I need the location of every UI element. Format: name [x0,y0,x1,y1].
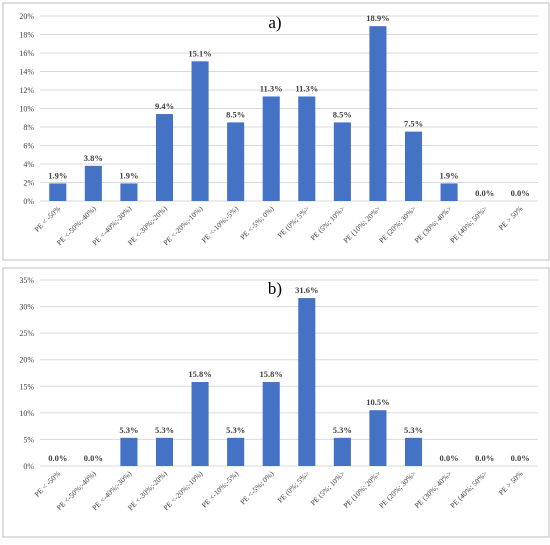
data-label: 0.0% [84,453,103,463]
bar [49,183,67,201]
data-label: 5.3% [333,425,352,435]
bar [227,437,245,466]
data-label: 10.5% [366,397,389,407]
y-tick-label: 10% [19,105,34,114]
bar [191,61,209,202]
y-tick-label: 0% [23,462,34,471]
y-tick-label: 18% [19,31,34,40]
data-label: 0.0% [440,453,459,463]
data-label: 0.0% [475,188,494,198]
y-tick-label: 0% [23,197,34,206]
panel-b: 0%5%10%15%20%25%30%35%0.0%PE < -50%0.0%P… [2,267,550,538]
data-label: 3.8% [84,153,103,163]
data-label: 15.1% [188,48,211,58]
data-label: 5.3% [155,425,174,435]
panel-label: b) [268,279,282,298]
y-tick-label: 20% [19,356,34,365]
data-label: 5.3% [404,425,423,435]
y-tick-label: 30% [19,303,34,312]
bar [369,26,387,201]
bar [84,165,102,201]
y-tick-label: 15% [19,382,34,391]
panel-label: a) [268,13,281,32]
y-tick-label: 25% [19,329,34,338]
bar [227,122,245,201]
data-label: 0.0% [475,453,494,463]
data-label: 1.9% [440,170,459,180]
data-label: 1.9% [119,170,138,180]
data-label: 15.8% [260,369,283,379]
bar [155,437,174,466]
bar [262,96,280,201]
bar [298,298,316,466]
y-tick-label: 35% [19,276,34,285]
bar [404,437,423,466]
data-label: 18.9% [366,13,389,23]
data-label: 9.4% [155,101,174,111]
y-tick-label: 8% [23,123,34,132]
data-label: 11.3% [295,83,318,93]
y-tick-label: 12% [19,86,34,95]
bar [155,114,174,201]
y-tick-label: 6% [23,142,34,151]
bar [262,382,280,466]
data-label: 31.6% [295,285,318,295]
bar [369,410,387,466]
bar [333,437,351,466]
bar [120,183,138,201]
y-tick-label: 2% [23,179,34,188]
data-label: 5.3% [226,425,245,435]
data-label: 1.9% [48,170,67,180]
bar [191,382,209,466]
data-label: 8.5% [226,109,245,119]
bar [440,183,458,201]
data-label: 15.8% [188,369,211,379]
bar [120,437,138,466]
y-tick-label: 14% [19,68,34,77]
y-tick-label: 4% [23,160,34,169]
bar [298,96,316,201]
data-label: 7.5% [404,119,423,129]
data-label: 11.3% [260,83,283,93]
y-tick-label: 16% [19,49,34,58]
bar [404,131,423,201]
data-label: 5.3% [119,425,138,435]
data-label: 0.0% [511,453,530,463]
y-tick-label: 10% [19,409,34,418]
panel-a: 0%2%4%6%8%10%12%14%16%18%20%1.9%PE < -50… [2,2,550,261]
data-label: 8.5% [333,109,352,119]
data-label: 0.0% [511,188,530,198]
y-tick-label: 5% [23,435,34,444]
data-label: 0.0% [48,453,67,463]
bar [333,122,351,201]
y-tick-label: 20% [19,12,34,21]
